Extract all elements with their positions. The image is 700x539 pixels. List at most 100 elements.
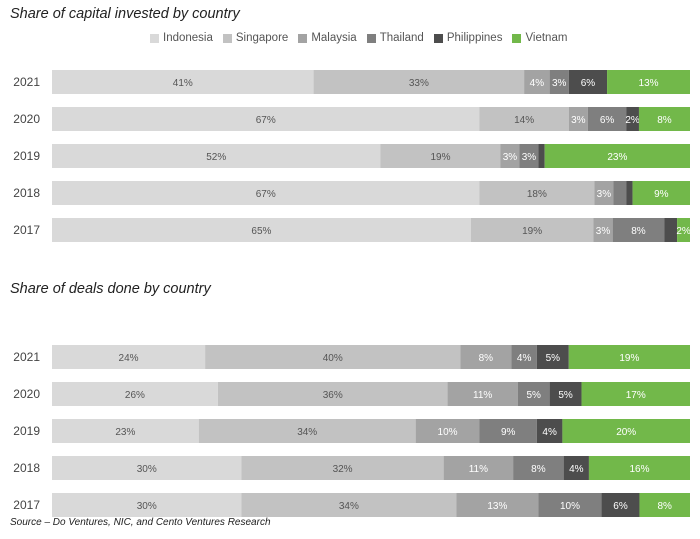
legend-item-philippines: Philippines (433, 32, 502, 44)
data-label: 8% (658, 501, 673, 512)
data-label: 8% (657, 115, 672, 126)
legend-label: Malaysia (311, 32, 357, 44)
legend-swatch (150, 33, 159, 43)
legend: Indonesia Singapore Malaysia Thailand Ph… (150, 32, 577, 44)
legend-swatch (222, 33, 232, 43)
bar-segment-indonesia (52, 419, 199, 443)
data-label: 3% (596, 226, 611, 237)
bar-segment-philippines (568, 70, 608, 94)
bar-segment-thailand (519, 144, 539, 168)
bar-segment-singapore (205, 345, 461, 369)
bar-segment-thailand (479, 419, 537, 443)
bar-segment-thailand (538, 493, 602, 517)
legend-item-indonesia: Indonesia (150, 32, 213, 44)
source-note: Source – Do Ventures, NIC, and Cento Ven… (10, 517, 271, 528)
data-label: 30% (137, 464, 157, 475)
year-tick-label: 2017 (13, 498, 40, 512)
bar-segment-philippines (601, 493, 640, 517)
bar-segment-singapore (470, 218, 594, 242)
year-tick-label: 2020 (13, 112, 40, 126)
bar-segment-singapore (479, 181, 595, 205)
bar-segment-indonesia (52, 382, 218, 406)
bar-segment-malaysia (524, 70, 550, 94)
bar-segment-philippines (626, 181, 633, 205)
data-label: 14% (514, 115, 534, 126)
data-label: 41% (173, 78, 193, 89)
bar-segment-singapore (241, 493, 457, 517)
data-label: 11% (469, 464, 488, 475)
data-label: 4% (517, 353, 532, 364)
data-label: 16% (629, 464, 649, 475)
data-label: 13% (487, 501, 507, 512)
data-label: 3% (503, 152, 518, 163)
data-label: 4% (569, 464, 584, 475)
legend-label: Indonesia (163, 32, 213, 44)
data-label: 4% (530, 78, 545, 89)
data-label: 5% (526, 390, 541, 401)
data-label: 26% (125, 390, 145, 401)
data-label: 11% (473, 390, 492, 401)
bar-segment-vietnam (562, 419, 690, 443)
bar-segment-indonesia (52, 70, 314, 94)
data-label: 32% (333, 464, 353, 475)
bar-segment-thailand (549, 70, 569, 94)
bar-segment-singapore (479, 107, 569, 131)
bar-segment-thailand (613, 181, 627, 205)
bar-segment-vietnam (568, 345, 690, 369)
bar-segment-thailand (612, 218, 665, 242)
bar-segment-singapore (380, 144, 501, 168)
bar-segment-vietnam (581, 382, 690, 406)
data-label: 8% (531, 464, 546, 475)
bar-segment-vietnam (607, 70, 690, 94)
data-label: 34% (339, 501, 359, 512)
data-label: 2% (625, 115, 640, 126)
data-label: 5% (546, 353, 561, 364)
data-label: 30% (137, 501, 157, 512)
data-label: 3% (571, 115, 586, 126)
data-label: 2% (676, 226, 691, 237)
bar-segment-vietnam (632, 181, 690, 205)
bar-segment-indonesia (52, 345, 206, 369)
data-label: 36% (323, 390, 343, 401)
data-label: 10% (438, 427, 458, 438)
bar-segment-indonesia (52, 144, 381, 168)
bar-segment-malaysia (415, 419, 480, 443)
data-label: 3% (522, 152, 537, 163)
data-label: 67% (256, 115, 276, 126)
legend-label: Thailand (379, 32, 424, 44)
year-tick-label: 2018 (13, 461, 40, 475)
year-tick-label: 2019 (13, 424, 40, 438)
data-label: 6% (613, 501, 628, 512)
bar-segment-philippines (626, 107, 639, 131)
data-label: 17% (626, 390, 646, 401)
bar-segment-malaysia (460, 345, 512, 369)
bar-segment-indonesia (52, 181, 480, 205)
bar-segment-vietnam (544, 144, 690, 168)
legend-label: Singapore (235, 32, 289, 44)
legend-swatch (512, 33, 522, 43)
bar-segment-indonesia (52, 456, 242, 480)
data-label: 20% (616, 427, 636, 438)
chart-title-deals: Share of deals done by country (10, 281, 211, 297)
bar-segment-thailand (517, 382, 550, 406)
data-label: 5% (558, 390, 573, 401)
data-label: 6% (581, 78, 596, 89)
data-label: 34% (297, 427, 317, 438)
bar-segment-thailand (511, 345, 537, 369)
data-label: 9% (501, 427, 516, 438)
bar-segment-thailand (513, 456, 564, 480)
data-label: 33% (409, 78, 429, 89)
legend-swatch (366, 33, 376, 43)
year-tick-label: 2018 (13, 186, 40, 200)
bar-segment-philippines (536, 345, 569, 369)
legend-item-thailand: Thailand (366, 32, 424, 44)
data-label: 3% (552, 78, 567, 89)
bar-segment-philippines (538, 144, 545, 168)
bar-segment-vietnam (588, 456, 690, 480)
data-label: 9% (654, 189, 669, 200)
legend-item-vietnam: Vietnam (512, 32, 567, 44)
data-label: 8% (479, 353, 494, 364)
data-label: 24% (119, 353, 139, 364)
data-label: 19% (430, 152, 450, 163)
